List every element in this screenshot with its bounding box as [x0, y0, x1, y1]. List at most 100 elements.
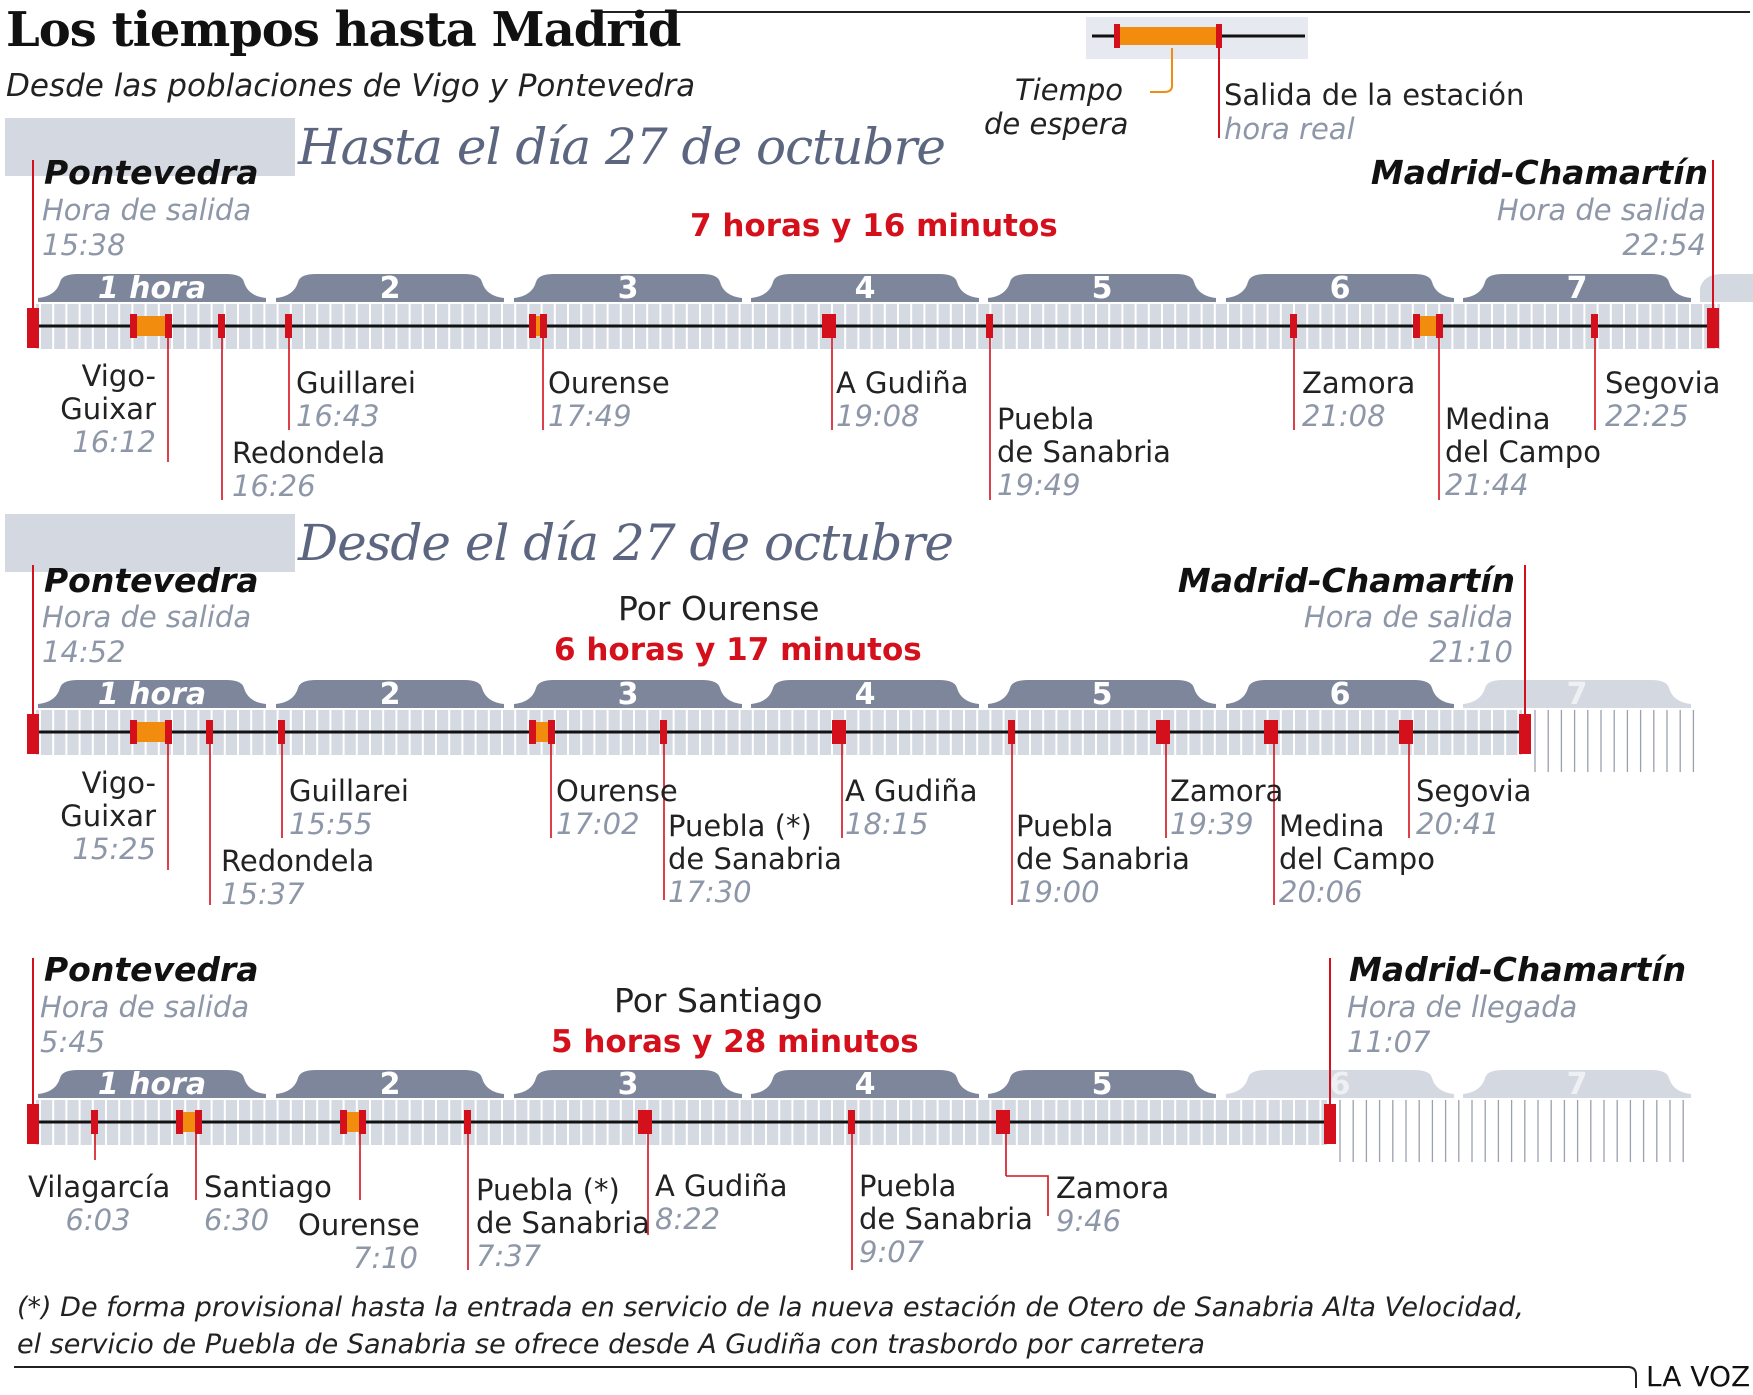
section1-dest-name: Madrid-Chamartín: [1370, 153, 1708, 192]
stop-marker: [1413, 314, 1420, 338]
stop-marker: [986, 314, 993, 338]
wait-bar: [132, 722, 168, 742]
section2-dest-time: 21:10: [1429, 635, 1513, 669]
stop-marker: [645, 1110, 652, 1134]
stop-marker: [1003, 1110, 1010, 1134]
hour-tab: [38, 1070, 266, 1098]
stop-label: Puebla (*) de Sanabria 7:37: [476, 1173, 650, 1273]
hour-label: 4: [854, 677, 876, 712]
legend-wait-label-2: de espera: [984, 107, 1129, 141]
hour-label: 6: [1329, 677, 1351, 712]
hour-tab: [988, 274, 1216, 302]
stop-marker: [638, 1110, 645, 1134]
stop-marker: [130, 720, 137, 744]
section3-dest-label: Hora de llegada: [1347, 990, 1578, 1024]
hour-label: 7: [1566, 1067, 1588, 1102]
stop-label: Zamora 19:39: [1170, 774, 1284, 841]
legend-real-time-label: hora real: [1224, 112, 1355, 146]
hour-label: 2: [379, 1067, 401, 1102]
stop-marker: [206, 720, 213, 744]
section1-track: [27, 160, 1753, 500]
hour-label: 4: [854, 271, 876, 306]
stop-label: Guillarei 16:43: [296, 366, 416, 433]
stop-label: Vilagarcía 6:03: [28, 1170, 171, 1237]
hour-tab: [1226, 1070, 1454, 1098]
stop-label: A Gudiña 19:08: [836, 366, 969, 433]
section1-dest-time: 22:54: [1622, 228, 1706, 262]
section1-origin-label: Hora de salida: [42, 193, 252, 227]
hour-tab: [1463, 274, 1691, 302]
section3-dest-name: Madrid-Chamartín: [1349, 950, 1687, 989]
hour-label: 5: [1091, 1067, 1113, 1102]
section3-origin-name: Pontevedra: [44, 950, 259, 989]
hour-label: 2: [379, 271, 401, 306]
footer-rule: [14, 1366, 1637, 1388]
wait-bar: [1415, 316, 1439, 336]
footnote-line-1: (*) De forma provisional hasta la entrad…: [17, 1292, 1524, 1323]
stop-label: Ourense 17:02: [556, 774, 678, 841]
stop-label: A Gudiña 8:22: [655, 1169, 788, 1236]
legend-wait-pointer: [1150, 48, 1173, 93]
stop-marker: [832, 720, 839, 744]
section3-track: [27, 958, 1691, 1270]
stop-marker: [548, 720, 555, 744]
stop-label: Guillarei 15:55: [289, 774, 409, 841]
stop-label: Segovia 22:25: [1605, 366, 1721, 433]
stop-label: Santiago 6:30: [204, 1170, 332, 1237]
section2-origin-name: Pontevedra: [44, 561, 259, 600]
stop-label: Redondela 15:37: [221, 844, 375, 911]
stop-marker: [91, 1110, 98, 1134]
hour-label: 4: [854, 1067, 876, 1102]
destination-marker: [1324, 1104, 1336, 1144]
stop-marker: [829, 314, 836, 338]
hour-tab: [1463, 680, 1691, 708]
hour-label: 1 hora: [97, 677, 207, 712]
title-frame-line: [599, 11, 1750, 45]
legend-track: [1086, 17, 1308, 138]
page-title: Los tiempos hasta Madrid: [6, 2, 681, 58]
section3-origin-time: 5:45: [40, 1025, 106, 1059]
stop-marker: [130, 314, 137, 338]
section3-origin-label: Hora de salida: [40, 990, 250, 1024]
hour-tab: [514, 274, 742, 302]
legend-wait-bar: [1118, 27, 1218, 45]
origin-marker: [27, 714, 39, 754]
stop-marker: [359, 1110, 366, 1134]
stop-marker: [822, 314, 829, 338]
section3-dest-time: 11:07: [1347, 1025, 1431, 1059]
section2-origin-label: Hora de salida: [42, 600, 252, 634]
page-subtitle: Desde las poblaciones de Vigo y Ponteved…: [6, 68, 696, 104]
section2-title-band: [5, 514, 295, 572]
stop-marker: [1271, 720, 1278, 744]
footnote-line-2: el servicio de Puebla de Sanabria se ofr…: [17, 1329, 1205, 1360]
stop-marker: [285, 314, 292, 338]
hour-tab: [276, 680, 504, 708]
hour-tab: [751, 680, 979, 708]
section2-duration: 6 horas y 17 minutos: [554, 632, 922, 668]
section1-origin-time: 15:38: [42, 228, 126, 262]
hour-label: 3: [617, 271, 639, 306]
hour-label: 5: [1091, 677, 1113, 712]
hour-label: 7: [1566, 677, 1588, 712]
hour-label: 1 hora: [97, 1067, 207, 1102]
stop-marker: [1156, 720, 1163, 744]
stop-marker: [176, 1110, 183, 1134]
section1-title-band: [5, 118, 295, 176]
stop-label: Ourense 17:49: [548, 366, 670, 433]
origin-marker: [27, 1104, 39, 1144]
stop-marker: [529, 720, 536, 744]
stop-label: Puebla (*) de Sanabria 17:30: [668, 809, 842, 909]
stop-marker: [165, 720, 172, 744]
hour-tab: [514, 1070, 742, 1098]
stop-label: Ourense 7:10: [298, 1208, 420, 1275]
stop-marker: [540, 314, 547, 338]
hour-tab: [988, 680, 1216, 708]
section2-dest-name: Madrid-Chamartín: [1177, 561, 1515, 600]
stop-marker: [1399, 720, 1406, 744]
hour-tab: [988, 1070, 1216, 1098]
hour-tab: [38, 680, 266, 708]
stop-marker: [1406, 720, 1413, 744]
legend-departure-label: Salida de la estación: [1224, 78, 1525, 112]
section2-route: Por Ourense: [618, 589, 820, 628]
